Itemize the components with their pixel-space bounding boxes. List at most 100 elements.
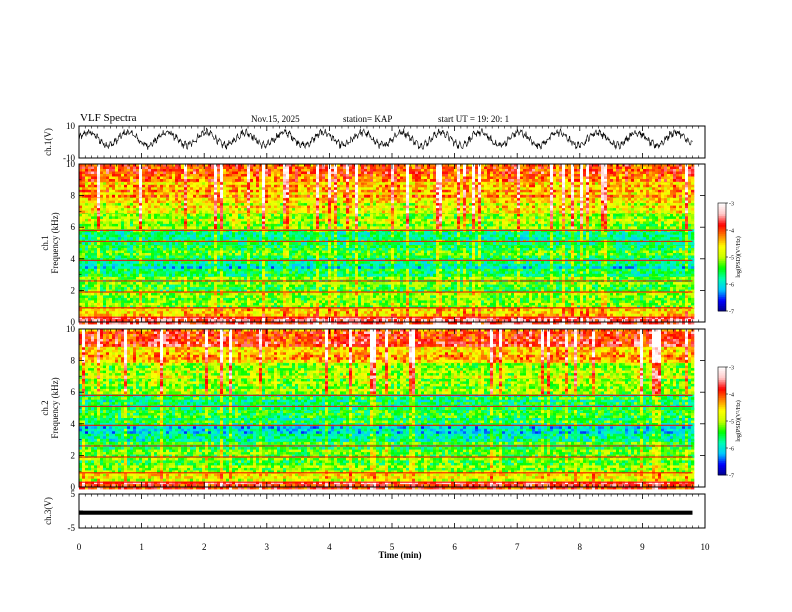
ch1-spectrogram-heatmap-cell: [673, 284, 677, 288]
ch1-spectrogram-heatmap-cell: [253, 321, 257, 325]
ch1-spectrogram-heatmap-cell: [289, 319, 293, 322]
ch1-spectrogram-heatmap-cell: [454, 321, 458, 325]
ch1-spectrogram-heatmap-cell: [295, 284, 299, 288]
ch1-spectrogram-heatmap-cell: [415, 287, 419, 290]
ch1-spectrogram-heatmap-cell: [538, 287, 542, 290]
ch1-spectrogram-heatmap-cell: [106, 311, 110, 314]
ch1-spectrogram-heatmap-cell: [565, 316, 569, 320]
ch1-spectrogram-heatmap-cell: [106, 313, 110, 317]
ch1-spectrogram-heatmap-cell: [547, 316, 551, 320]
ch1-spectrogram-heatmap-cell: [412, 308, 416, 312]
ch1-spectrogram-heatmap-cell: [583, 311, 587, 314]
ch1-spectrogram-heatmap-cell: [208, 292, 212, 296]
ch1-spectrogram-heatmap-cell: [238, 300, 242, 304]
ch1-spectrogram-heatmap-cell: [247, 292, 251, 296]
ch1-spectrogram-heatmap-cell: [220, 311, 224, 314]
ch1-spectrogram-heatmap-cell: [175, 277, 179, 280]
ch1-spectrogram-heatmap-cell: [556, 300, 560, 304]
ch1-spectrogram-heatmap-cell: [136, 319, 140, 322]
ch1-spectrogram-heatmap-cell: [613, 316, 617, 320]
ch1-spectrogram-heatmap-cell: [268, 284, 272, 288]
ch1-spectrogram-heatmap-cell: [421, 313, 425, 317]
ch1-spectrogram-heatmap-cell: [577, 292, 581, 296]
ch1-spectrogram-heatmap-cell: [151, 284, 155, 288]
ch1-spectrogram-heatmap-cell: [412, 300, 416, 304]
ch1-spectrogram-heatmap-cell: [328, 305, 332, 309]
ch1-spectrogram-heatmap-cell: [175, 319, 179, 322]
ch1-spectrogram-heatmap-cell: [508, 282, 512, 285]
ch1-spectrogram-heatmap-cell: [301, 305, 305, 309]
ch1-spectrogram-heatmap-cell: [163, 287, 167, 290]
ch1-spectrogram-heatmap-cell: [376, 308, 380, 312]
ch1-spectrogram-heatmap-cell: [595, 321, 599, 325]
ch1-spectrogram-heatmap-cell: [115, 313, 119, 317]
ch1-spectrogram-heatmap-cell: [661, 277, 665, 280]
ch1-spectrogram-heatmap-cell: [622, 302, 626, 306]
ch1-spectrogram-heatmap-cell: [118, 302, 122, 306]
ch1-spectrogram-heatmap-cell: [385, 302, 389, 306]
ch1-spectrogram-heatmap-cell: [673, 277, 677, 280]
ch1-spectrogram-heatmap-cell: [172, 287, 176, 290]
ch1-spectrogram-heatmap-cell: [295, 311, 299, 314]
ch1-spectrogram-heatmap-cell: [304, 282, 308, 285]
ch1-spectrogram-heatmap-cell: [163, 261, 167, 265]
ch1-spectrogram-heatmap-cell: [382, 282, 386, 285]
ch1-spectrogram-heatmap-cell: [139, 313, 143, 317]
ch1-spectrogram-heatmap-cell: [433, 308, 437, 312]
ch1-spectrogram-heatmap-cell: [457, 289, 461, 293]
ch1-spectrogram-heatmap-cell: [310, 319, 314, 322]
ch1-spectrogram-heatmap-cell: [304, 289, 308, 293]
ch1-spectrogram-heatmap-cell: [355, 305, 359, 309]
ch1-spectrogram-heatmap-cell: [181, 297, 185, 301]
ch1-spectrogram-heatmap-cell: [370, 284, 374, 288]
ch1-spectrogram-heatmap-cell: [181, 308, 185, 312]
ch1-spectrogram-heatmap-cell: [298, 284, 302, 288]
ch1-spectrogram-heatmap-cell: [454, 319, 458, 322]
ch1-spectrogram-heatmap-cell: [688, 287, 692, 290]
ch1-spectrogram-heatmap-cell: [565, 302, 569, 306]
ch1-spectrogram-heatmap-cell: [604, 284, 608, 288]
ch1-spectrogram-heatmap-cell: [313, 308, 317, 312]
ch1-spectrogram-heatmap-cell: [373, 287, 377, 290]
ch1-spectrogram-heatmap-cell: [445, 321, 449, 325]
ch1-spectrogram-heatmap-cell: [85, 284, 89, 288]
ch1-spectrogram-heatmap-cell: [136, 261, 140, 265]
ch1-spectrogram-heatmap-cell: [460, 282, 464, 285]
ch1-spectrogram-heatmap-cell: [190, 311, 194, 314]
ch1-spectrogram-heatmap-cell: [613, 311, 617, 314]
ch1-spectrogram-heatmap-cell: [613, 282, 617, 285]
ch1-spectrogram-heatmap-cell: [505, 292, 509, 296]
ch1-spectrogram-heatmap-cell: [124, 287, 128, 290]
ch1-spectrogram-heatmap-cell: [94, 289, 98, 293]
ch1-spectrogram-heatmap-cell: [334, 287, 338, 290]
ch1-spectrogram-heatmap-cell: [262, 282, 266, 285]
ch1-spectrogram-heatmap-cell: [649, 282, 653, 285]
ch1-spectrogram-heatmap-cell: [238, 297, 242, 301]
ch1-spectrogram-heatmap-cell: [214, 302, 218, 306]
ch1-spectrogram-heatmap-cell: [604, 282, 608, 285]
ch1-spectrogram-heatmap-cell: [679, 277, 683, 280]
ch1-spectrogram-heatmap-cell: [289, 297, 293, 301]
ch1-spectrogram-heatmap-cell: [595, 311, 599, 314]
ch1-spectrogram-heatmap-cell: [631, 295, 635, 299]
ch1-spectrogram-heatmap-cell: [304, 277, 308, 280]
ch1-spectrogram-heatmap-cell: [235, 292, 239, 296]
ch1-spectrogram-heatmap-cell: [337, 316, 341, 320]
ch1-spectrogram-heatmap-cell: [442, 321, 446, 325]
ch1-spectrogram-heatmap-cell: [280, 308, 284, 312]
ch1-spectrogram-heatmap-cell: [109, 311, 113, 314]
ch1-spectrogram-heatmap-cell: [433, 289, 437, 293]
ch1-spectrogram-heatmap-cell: [409, 282, 413, 285]
ch1-spectrogram-heatmap-cell: [220, 321, 224, 325]
ch1-spectrogram-heatmap-cell: [316, 302, 320, 306]
ch1-spectrogram-heatmap-cell: [661, 313, 665, 317]
ch1-spectrogram-heatmap-cell: [241, 305, 245, 309]
ch1-spectrogram-heatmap-cell: [478, 295, 482, 299]
ch1-spectrogram-heatmap-cell: [370, 282, 374, 285]
ch1-spectrogram-heatmap-cell: [115, 292, 119, 296]
ch1-spectrogram-heatmap-cell: [553, 305, 557, 309]
ch1-spectrogram-heatmap-cell: [166, 308, 170, 312]
ch1-spectrogram-heatmap-cell: [670, 284, 674, 288]
ch1-spectrogram-heatmap-cell: [316, 277, 320, 280]
ch1-spectrogram-heatmap-cell: [478, 302, 482, 306]
